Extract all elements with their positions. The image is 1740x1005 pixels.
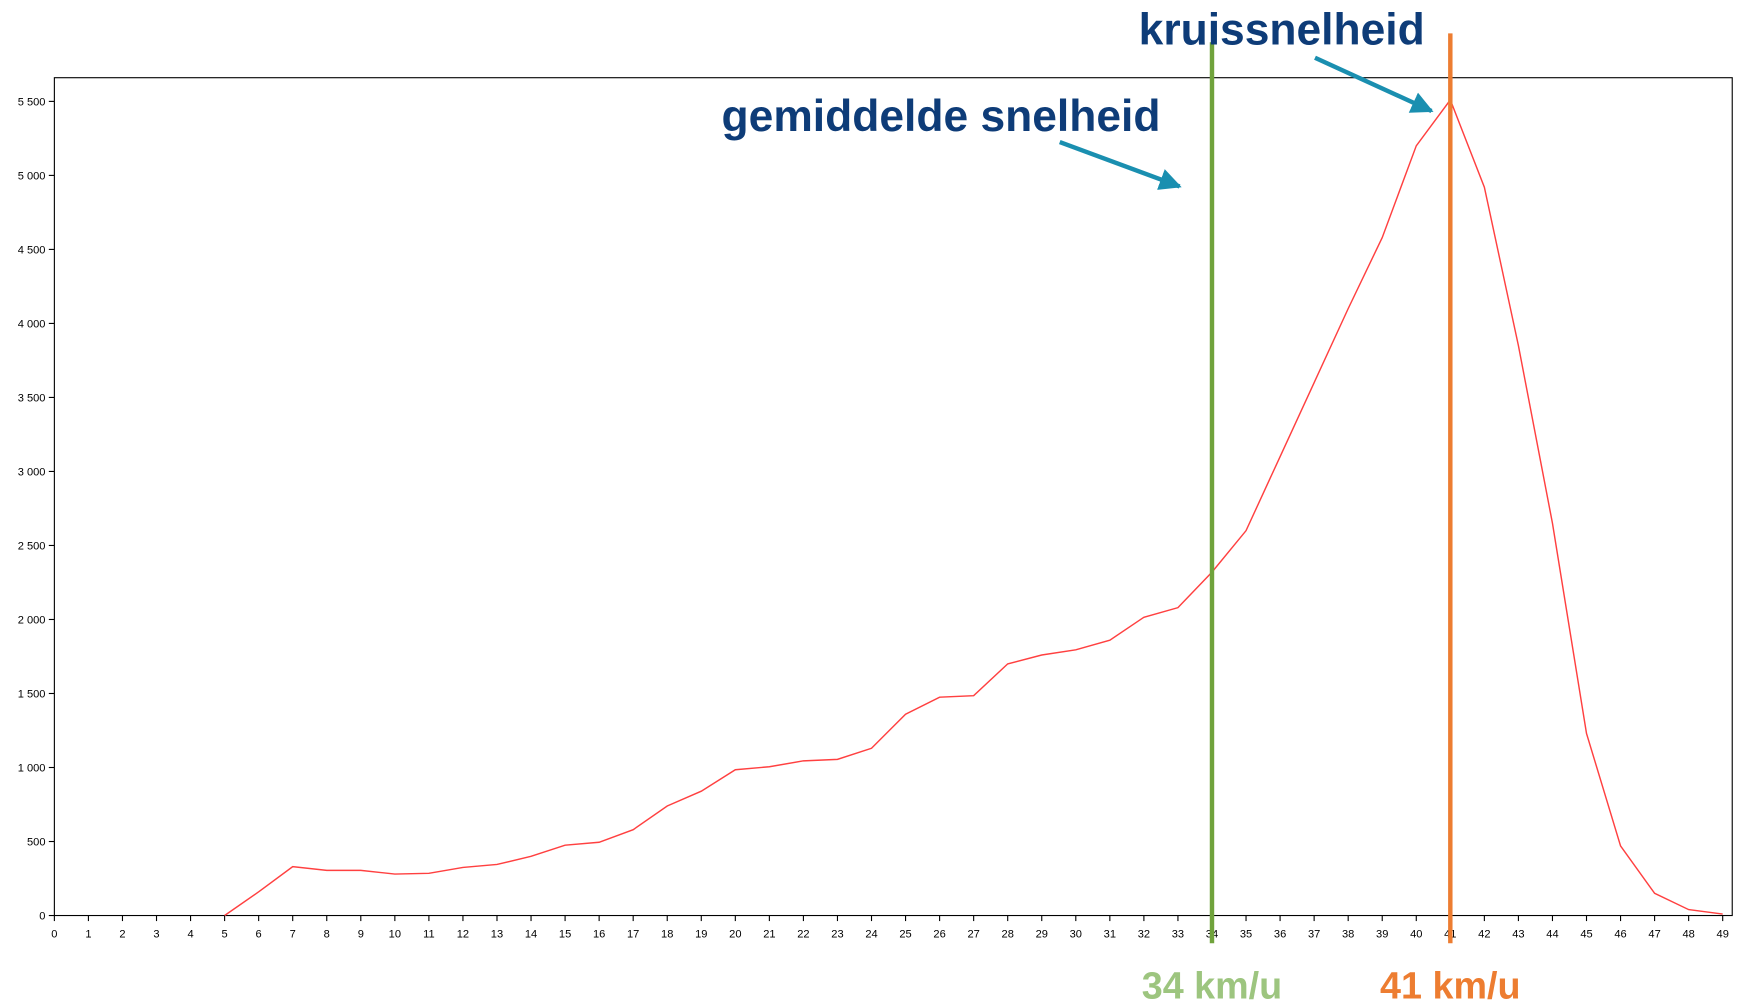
annotation: kruissnelheid — [1139, 5, 1425, 54]
x-tick-label: 12 — [457, 929, 469, 941]
y-tick-label: 4 500 — [18, 244, 46, 256]
x-tick-label: 38 — [1342, 929, 1354, 941]
y-tick-label: 1 000 — [18, 762, 46, 774]
y-tick-label: 5 000 — [18, 170, 46, 182]
x-tick-label: 17 — [627, 929, 639, 941]
x-tick-label: 10 — [389, 929, 401, 941]
x-tick-label: 20 — [729, 929, 741, 941]
x-tick-label: 14 — [525, 929, 537, 941]
x-tick-label: 25 — [899, 929, 911, 941]
annotation: gemiddelde snelheid — [722, 92, 1161, 141]
x-tick-label: 48 — [1682, 929, 1694, 941]
x-tick-label: 5 — [222, 929, 228, 941]
x-tick-label: 24 — [865, 929, 877, 941]
x-tick-label: 32 — [1138, 929, 1150, 941]
y-tick-label: 2 000 — [18, 614, 46, 626]
x-tick-label: 21 — [763, 929, 775, 941]
marker-label: 34 km/u — [1142, 965, 1282, 1005]
y-tick-label: 4 000 — [18, 318, 46, 330]
x-tick-label: 18 — [661, 929, 673, 941]
x-tick-label: 36 — [1274, 929, 1286, 941]
x-tick-label: 0 — [51, 929, 57, 941]
plot-frame — [53, 77, 1733, 917]
x-tick-label: 46 — [1614, 929, 1626, 941]
x-tick-label: 8 — [324, 929, 330, 941]
x-tick-label: 11 — [423, 929, 435, 941]
x-tick-label: 6 — [256, 929, 262, 941]
x-tick-label: 28 — [1002, 929, 1014, 941]
x-tick-label: 44 — [1546, 929, 1558, 941]
x-tick-label: 43 — [1512, 929, 1524, 941]
x-tick-label: 42 — [1478, 929, 1490, 941]
x-tick-label: 35 — [1240, 929, 1252, 941]
x-tick-label: 16 — [593, 929, 605, 941]
x-tick-label: 26 — [933, 929, 945, 941]
x-tick-label: 33 — [1172, 929, 1184, 941]
y-tick-label: 1 500 — [18, 688, 46, 700]
arrow — [1314, 55, 1434, 114]
x-tick-label: 19 — [695, 929, 707, 941]
x-tick-label: 37 — [1308, 929, 1320, 941]
y-tick-label: 0 — [39, 910, 45, 922]
arrow — [1058, 139, 1182, 190]
marker-label: 41 km/u — [1380, 965, 1520, 1005]
x-tick-label: 29 — [1036, 929, 1048, 941]
x-tick-label: 30 — [1070, 929, 1082, 941]
x-tick-label: 31 — [1104, 929, 1116, 941]
x-tick-label: 23 — [831, 929, 843, 941]
x-tick-label: 2 — [119, 929, 125, 941]
x-tick-label: 1 — [85, 929, 91, 941]
y-tick-label: 3 500 — [18, 392, 46, 404]
x-tick-label: 7 — [290, 929, 296, 941]
x-tick-label: 22 — [797, 929, 809, 941]
data-line — [224, 98, 1723, 917]
x-tick-label: 4 — [187, 929, 193, 941]
x-tick-label: 3 — [153, 929, 159, 941]
x-tick-label: 15 — [559, 929, 571, 941]
x-tick-label: 40 — [1410, 929, 1422, 941]
x-tick-label: 13 — [491, 929, 503, 941]
y-tick-label: 3 000 — [18, 466, 46, 478]
y-tick-label: 500 — [27, 836, 45, 848]
x-tick-label: 27 — [967, 929, 979, 941]
x-tick-label: 49 — [1717, 929, 1729, 941]
y-tick-label: 5 500 — [18, 96, 46, 108]
x-tick-label: 45 — [1580, 929, 1592, 941]
x-tick-label: 9 — [358, 929, 364, 941]
x-tick-label: 47 — [1648, 929, 1660, 941]
x-tick-label: 39 — [1376, 929, 1388, 941]
y-tick-label: 2 500 — [18, 540, 46, 552]
